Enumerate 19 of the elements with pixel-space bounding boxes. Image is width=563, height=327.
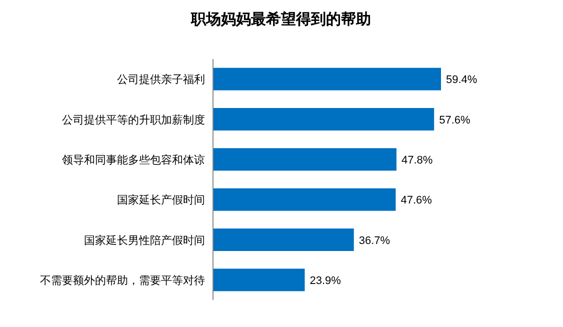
data-label: 23.9%	[310, 274, 342, 287]
y-tick-label: 不需要额外的帮助，需要平等对待	[40, 274, 205, 287]
y-tick-label: 公司提供平等的升职加薪制度	[62, 113, 205, 126]
chart-title: 职场妈妈最希望得到的帮助	[190, 10, 371, 28]
bar	[213, 68, 441, 90]
data-label: 47.8%	[401, 154, 433, 166]
y-tick-label: 领导和同事能多些包容和体谅	[62, 153, 205, 166]
data-label: 47.6%	[400, 194, 432, 207]
bar	[213, 108, 434, 130]
data-label: 57.6%	[439, 114, 470, 126]
data-label: 36.7%	[358, 234, 390, 247]
bar	[213, 268, 305, 292]
y-tick-label: 国家延长男性陪产假时间	[84, 234, 205, 247]
y-tick-label: 公司提供亲子福利	[117, 73, 205, 86]
bar	[213, 228, 354, 251]
bar	[213, 148, 396, 171]
y-tick-label: 国家延长产假时间	[117, 194, 205, 207]
bar	[213, 188, 396, 211]
data-label: 59.4%	[446, 74, 478, 86]
